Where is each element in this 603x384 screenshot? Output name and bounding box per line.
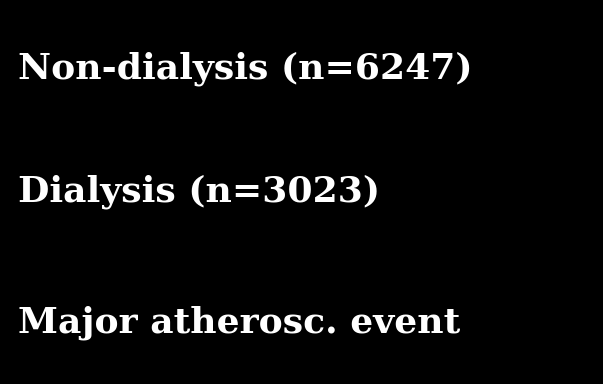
Text: Major atherosc. event: Major atherosc. event (18, 305, 460, 340)
Text: Non-dialysis (n=6247): Non-dialysis (n=6247) (18, 52, 473, 86)
Text: Dialysis (n=3023): Dialysis (n=3023) (18, 175, 380, 209)
